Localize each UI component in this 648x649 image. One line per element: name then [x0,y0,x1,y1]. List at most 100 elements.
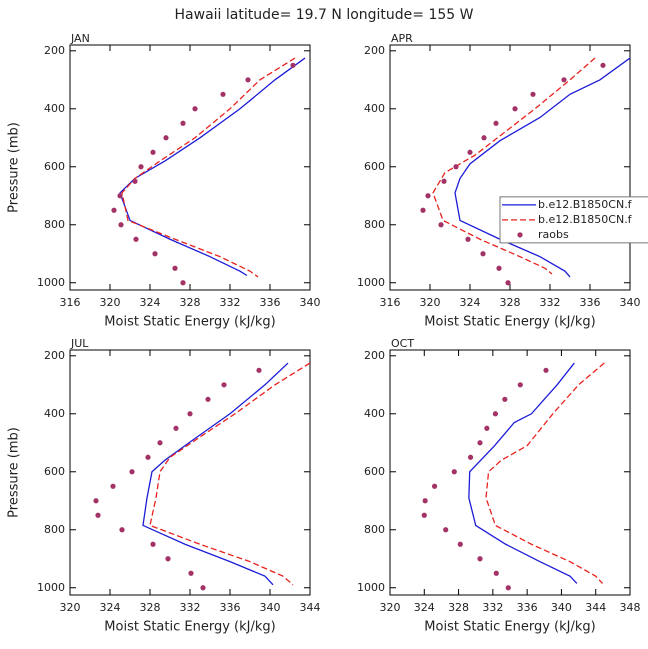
raob-point [192,106,198,112]
y-tick-label: 600 [364,465,385,478]
raob-point [110,483,116,489]
raob-point [431,483,438,489]
raob-point [145,454,151,460]
x-tick-label: 324 [100,601,121,614]
y-axis-label: Pressure (mb) [7,122,22,213]
x-tick-label: 328 [500,296,521,309]
raob-point [425,193,431,199]
raob-point [492,411,499,417]
y-tick-label: 800 [44,523,65,536]
y-tick-label: 1000 [37,581,65,594]
raob-point [180,120,186,126]
y-tick-label: 400 [44,407,65,420]
x-tick-label: 332 [220,296,241,309]
y-tick-label: 1000 [37,276,65,289]
x-tick-label: 320 [60,601,81,614]
profile-line [142,362,289,586]
raob-point [256,367,262,373]
y-tick-label: 200 [364,349,385,362]
legend-label: b.e12.B1850CN.f [538,198,633,211]
legend-marker [517,232,523,238]
raob-point [132,178,138,184]
x-tick-label: 340 [551,601,572,614]
raob-point [138,164,144,170]
x-tick-label: 340 [620,296,641,309]
raob-point [441,178,447,184]
raob-point [93,498,99,504]
x-tick-label: 336 [220,601,241,614]
raob-point [245,77,251,83]
raob-point [465,236,471,242]
x-tick-label: 340 [260,601,281,614]
x-tick-label: 340 [300,296,321,309]
raob-point [457,541,463,547]
raob-point [451,469,457,475]
legend-label: raobs [538,228,569,241]
y-tick-label: 400 [44,102,65,115]
raob-point [187,411,193,417]
raob-point [467,149,473,155]
raob-point [420,207,426,213]
profile-line [485,362,605,584]
panel: 320 324 328 332 336 340 344 200 400 600 800 1000 JUL… [7,337,321,635]
raob-point [173,425,179,431]
y-tick-label: 200 [44,44,65,57]
profile-line [468,362,578,584]
raob-point [505,585,511,591]
panel-title: JUL [70,337,89,350]
raob-point [530,91,536,97]
x-tick-label: 344 [585,601,606,614]
raob-point [443,527,449,533]
x-tick-label: 328 [448,601,469,614]
raob-point [150,541,156,547]
x-axis-label: Moist Static Energy (kJ/kg) [424,620,595,635]
raob-point [422,498,428,504]
y-tick-label: 800 [364,218,385,231]
raob-point [600,62,606,68]
raob-point [517,382,523,388]
raob-point [561,77,567,83]
profile-line [121,57,296,278]
panel: 316 320 324 328 332 336 340 200 400 600 800 1000 JAN… [7,32,321,330]
raob-point [496,265,502,271]
x-tick-label: 324 [140,296,161,309]
plot-frame [69,349,311,596]
plot-frame [389,44,631,291]
raob-point [505,280,511,286]
x-tick-label: 324 [414,601,435,614]
raob-point [220,91,226,97]
plot-frame [69,44,311,291]
x-tick-label: 320 [100,296,121,309]
figure-title: Hawaii latitude= 19.7 N longitude= 155 W [175,7,474,23]
x-tick-label: 320 [420,296,441,309]
raob-point [502,396,508,402]
raob-point [438,222,444,228]
raob-point [129,469,135,475]
raob-point [180,280,186,286]
x-tick-label: 348 [620,601,641,614]
raob-point [480,251,486,257]
legend-label: b.e12.B1850CN.f [538,213,633,226]
raob-point [484,425,490,431]
x-tick-label: 320 [380,601,401,614]
panel: 316 320 324 328 332 336 340 200 400 600 800 1000 APR… [357,32,648,330]
raob-point [205,396,211,402]
raob-point [117,193,123,199]
raob-point [221,382,227,388]
raob-point [163,135,169,141]
raob-point [200,585,206,591]
x-tick-label: 328 [140,601,161,614]
raob-point [493,570,499,576]
y-tick-label: 1000 [357,276,385,289]
x-tick-label: 336 [580,296,601,309]
raob-point [290,62,296,68]
raob-point [512,106,518,112]
x-tick-label: 336 [517,601,538,614]
raob-point [165,556,171,562]
raob-point [111,207,117,213]
raob-point [95,512,101,518]
profile-line [149,362,310,586]
x-tick-label: 336 [260,296,281,309]
y-tick-label: 800 [44,218,65,231]
